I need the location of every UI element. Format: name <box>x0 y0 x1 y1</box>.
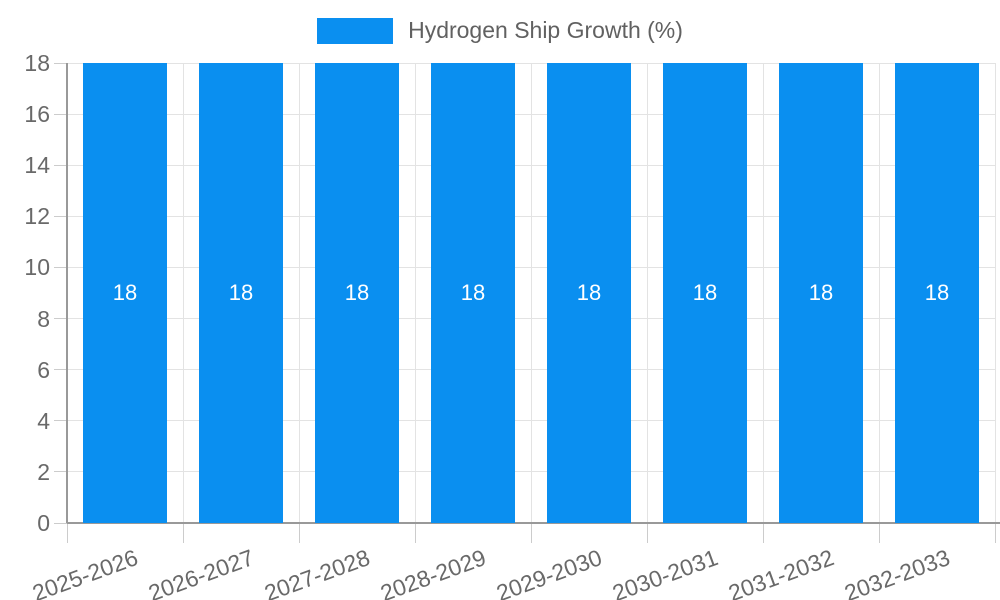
legend-item[interactable]: Hydrogen Ship Growth (%) <box>317 17 683 44</box>
bar-value-label: 18 <box>576 280 602 305</box>
y-tick-mark <box>54 369 67 371</box>
y-tick-label: 4 <box>37 407 50 434</box>
bar[interactable]: 18 <box>199 63 283 523</box>
x-tick-mark <box>646 523 648 543</box>
legend-swatch <box>317 17 394 44</box>
x-gridline <box>530 63 532 523</box>
bar-value-label: 18 <box>808 280 834 305</box>
x-gridline <box>762 63 764 523</box>
x-gridline <box>182 63 184 523</box>
y-tick-label: 6 <box>37 356 50 383</box>
legend-label: Hydrogen Ship Growth (%) <box>408 17 683 43</box>
x-tick-mark <box>994 523 996 543</box>
x-gridline <box>878 63 880 523</box>
bar[interactable]: 18 <box>895 63 979 523</box>
x-gridline <box>414 63 416 523</box>
y-axis-line <box>66 63 68 523</box>
y-tick-mark <box>54 318 67 320</box>
bar-value-label: 18 <box>344 280 370 305</box>
y-tick-label: 16 <box>24 101 50 128</box>
y-tick-mark <box>54 62 67 64</box>
y-tick-mark <box>54 215 67 217</box>
x-axis-line <box>67 522 1000 524</box>
x-gridline <box>994 63 996 523</box>
bar-value-label: 18 <box>460 280 486 305</box>
bar[interactable]: 18 <box>779 63 863 523</box>
y-tick-mark <box>54 164 67 166</box>
x-tick-mark <box>66 523 68 543</box>
y-tick-label: 12 <box>24 203 50 230</box>
bar[interactable]: 18 <box>663 63 747 523</box>
y-tick-label: 14 <box>24 152 50 179</box>
y-tick-mark <box>54 522 67 524</box>
x-gridline <box>646 63 648 523</box>
y-tick-label: 0 <box>37 510 50 536</box>
x-tick-mark <box>298 523 300 543</box>
bar[interactable]: 18 <box>315 63 399 523</box>
bar-value-label: 18 <box>692 280 718 305</box>
x-gridline <box>298 63 300 523</box>
y-tick-mark <box>54 471 67 473</box>
bar[interactable]: 18 <box>431 63 515 523</box>
y-tick-label: 2 <box>37 458 50 485</box>
x-tick-mark <box>414 523 416 543</box>
x-tick-mark <box>530 523 532 543</box>
y-tick-label: 8 <box>37 305 50 332</box>
y-tick-mark <box>54 266 67 268</box>
bar-value-label: 18 <box>228 280 254 305</box>
y-tick-mark <box>54 113 67 115</box>
bar[interactable]: 18 <box>547 63 631 523</box>
x-tick-mark <box>182 523 184 543</box>
y-tick-label: 10 <box>24 254 50 281</box>
bar-value-label: 18 <box>924 280 950 305</box>
chart-legend: Hydrogen Ship Growth (%) <box>0 17 1000 44</box>
bar-value-label: 18 <box>112 280 138 305</box>
x-tick-mark <box>762 523 764 543</box>
bar[interactable]: 18 <box>83 63 167 523</box>
y-tick-label: 18 <box>24 50 50 76</box>
y-tick-mark <box>54 420 67 422</box>
x-tick-mark <box>878 523 880 543</box>
